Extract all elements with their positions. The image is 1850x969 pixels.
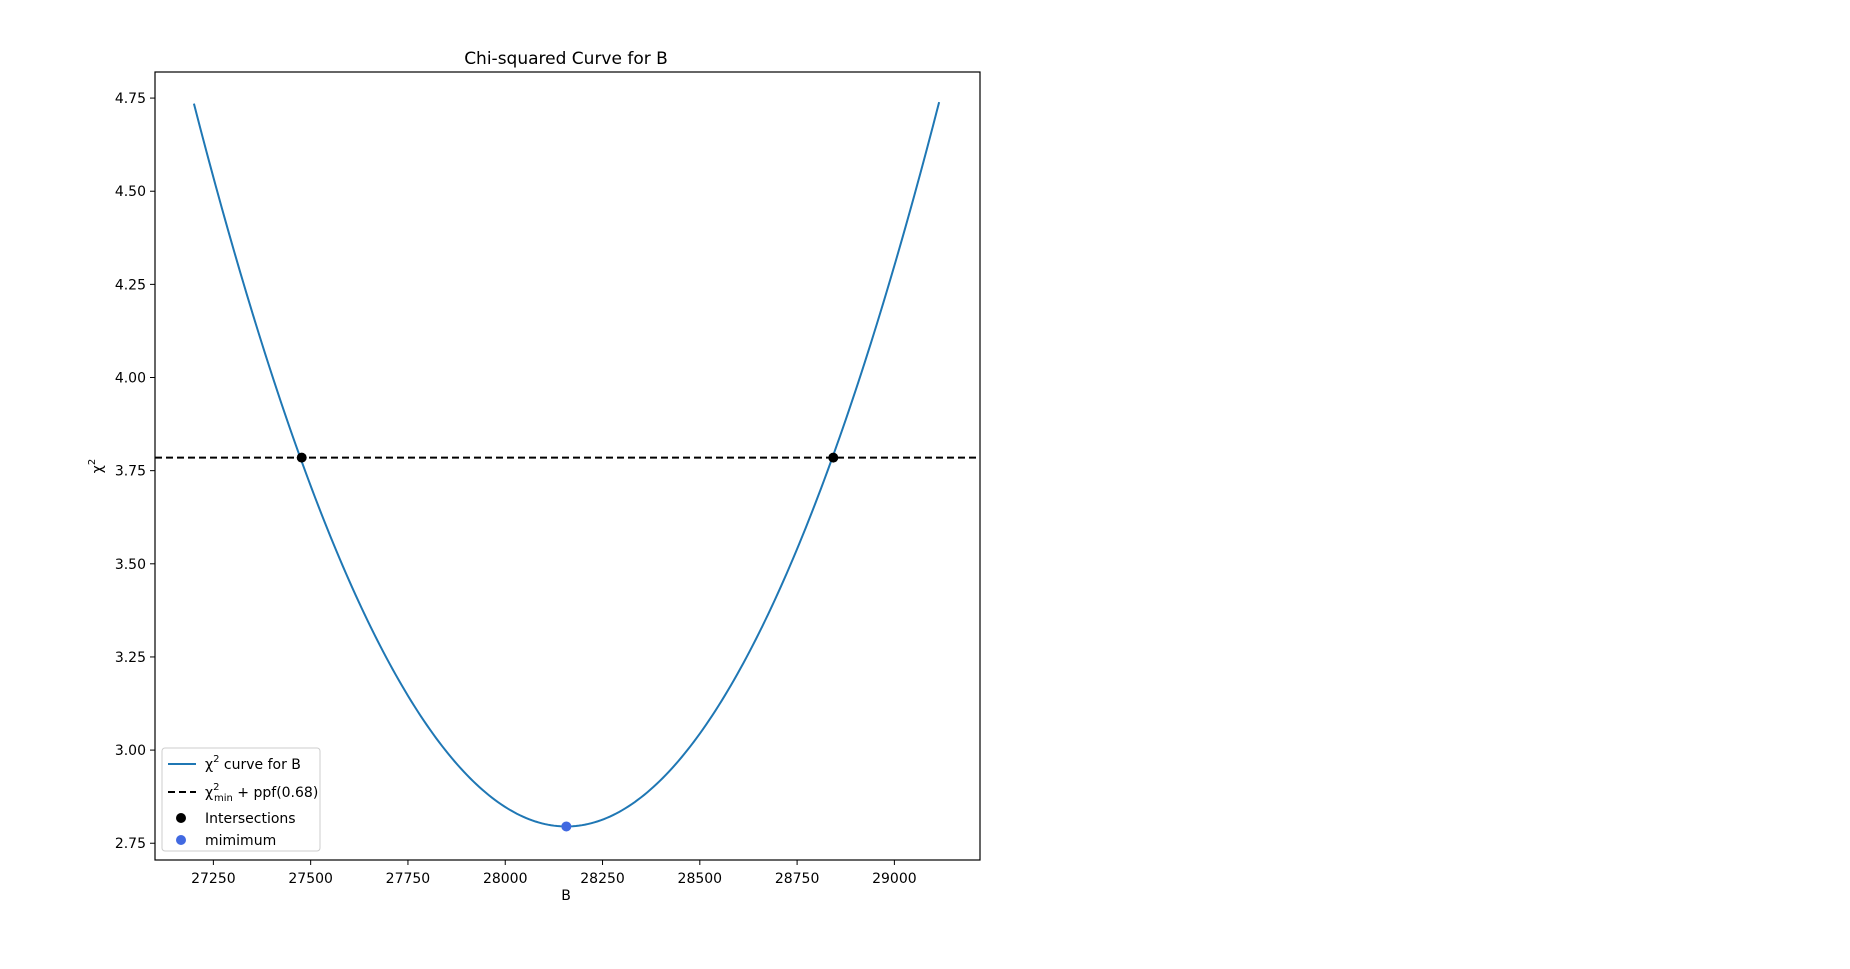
x-tick-label: 29000: [872, 871, 917, 887]
x-tick-label: 27750: [386, 871, 431, 887]
y-tick-label: 3.75: [115, 464, 146, 480]
legend-threshold-label-base: χ: [205, 785, 213, 801]
x-tick-label: 28000: [483, 871, 528, 887]
legend-intersections-marker: [176, 813, 186, 823]
x-axis: 27250 27500 27750 28000 28250 28500 28750 29000: [191, 860, 917, 887]
chart-title: Chi-squared Curve for B: [464, 49, 668, 69]
legend-minimum-marker: [176, 835, 186, 845]
legend-threshold-label-sub: min: [214, 793, 233, 804]
legend-curve-label-text: curve for B: [219, 757, 300, 773]
x-tick-label: 27500: [288, 871, 333, 887]
legend-minimum-label: mimimum: [205, 833, 276, 849]
legend-threshold-label-text: + ppf(0.68): [233, 785, 318, 801]
legend-intersections-label: Intersections: [205, 811, 296, 827]
legend-box: [161, 747, 321, 852]
x-tick-label: 27250: [191, 871, 236, 887]
legend: χ2 curve for B χ2 min + ppf(0.68) Interse…: [161, 747, 321, 852]
intersection-point: [296, 452, 307, 463]
x-tick-label: 28250: [580, 871, 625, 887]
y-tick-label: 3.25: [115, 650, 146, 666]
plot-frame: [154, 71, 981, 861]
y-tick-label: 4.75: [115, 91, 146, 107]
y-axis: 2.75 3.00 3.25 3.50 3.75 4.00 4.25 4.50 4.75: [115, 91, 155, 852]
legend-curve-label: χ2 curve for B: [205, 754, 301, 773]
y-axis-label-sup: 2: [87, 459, 98, 465]
legend-curve-label-base: χ: [205, 757, 213, 773]
plot-area: [154, 71, 981, 861]
y-tick-label: 3.50: [115, 557, 146, 573]
legend-curve-label-sup: 2: [213, 754, 219, 765]
intersection-point: [828, 452, 839, 463]
y-tick-label: 4.00: [115, 371, 146, 387]
x-tick-label: 28750: [775, 871, 820, 887]
y-tick-label: 4.50: [115, 184, 146, 200]
y-axis-label: χ2: [87, 459, 106, 473]
y-axis-label-base: χ: [90, 465, 106, 473]
y-tick-label: 3.00: [115, 743, 146, 759]
legend-threshold-label: χ2 min + ppf(0.68): [205, 782, 318, 804]
minimum-point: [561, 821, 572, 832]
legend-threshold-label-sup: 2: [213, 782, 219, 793]
x-tick-label: 28500: [678, 871, 723, 887]
y-tick-label: 4.25: [115, 277, 146, 293]
y-tick-label: 2.75: [115, 836, 146, 852]
x-axis-label: B: [561, 888, 571, 904]
